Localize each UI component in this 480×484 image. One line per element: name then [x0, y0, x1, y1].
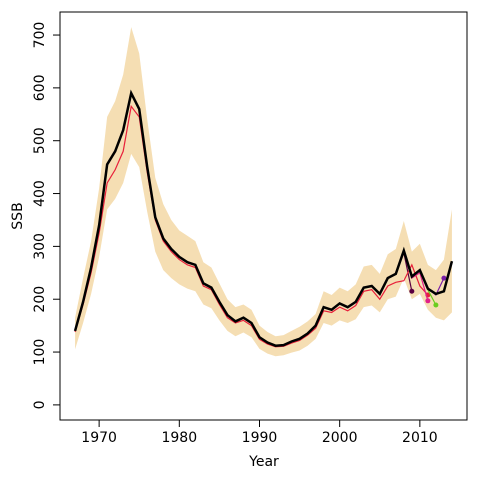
y-tick-label: 700	[32, 22, 48, 49]
retro-line	[74, 104, 429, 348]
retro-end-point	[441, 275, 447, 281]
y-tick-label: 300	[32, 233, 48, 260]
main-line	[73, 89, 454, 347]
retro-end-point	[433, 302, 439, 308]
y-tick-label: 500	[32, 127, 48, 154]
y-tick-label: 400	[32, 180, 48, 207]
x-tick-label: 2010	[402, 430, 438, 446]
y-tick-label: 100	[32, 339, 48, 366]
y-tick-label: 200	[32, 286, 48, 313]
confidence-band	[75, 27, 452, 357]
retro-end-point	[425, 298, 431, 304]
x-tick-label: 1990	[242, 430, 278, 446]
y-tick-label: 600	[32, 75, 48, 102]
x-tick-label: 2000	[322, 430, 358, 446]
x-axis-label: Year	[248, 454, 279, 470]
y-tick-label: 0	[32, 400, 48, 409]
plot-frame	[59, 11, 468, 421]
y-axis-label: SSB	[10, 202, 26, 229]
x-tick-label: 1980	[161, 430, 197, 446]
x-tick-label: 1970	[81, 430, 117, 446]
retro-end-point	[409, 288, 415, 294]
